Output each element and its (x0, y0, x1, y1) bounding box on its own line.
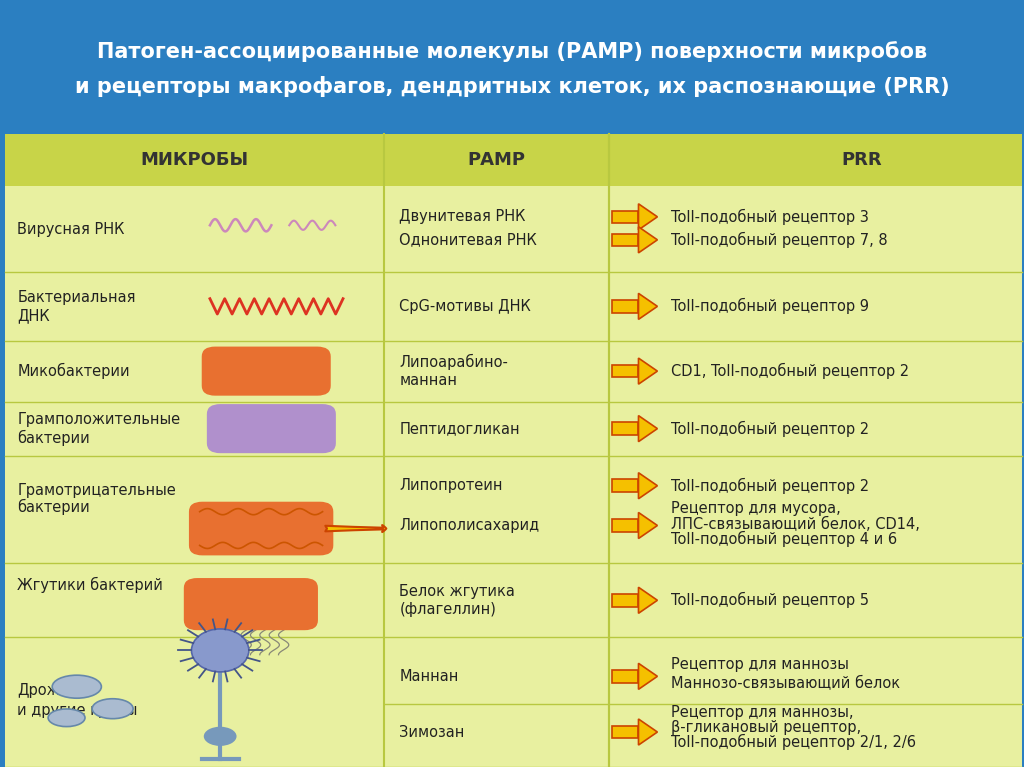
Text: β-гликановый рецептор,: β-гликановый рецептор, (671, 720, 861, 735)
Text: CpG-мотивы ДНК: CpG-мотивы ДНК (399, 299, 531, 314)
Text: (флагеллин): (флагеллин) (399, 602, 497, 617)
Text: Белок жгутика: Белок жгутика (399, 584, 515, 598)
Bar (5, 134, 1022, 767)
Text: PRR: PRR (842, 151, 882, 170)
Polygon shape (639, 472, 657, 499)
Text: Toll-подобный рецептор 4 и 6: Toll-подобный рецептор 4 и 6 (671, 532, 897, 548)
Text: Двунитевая РНК: Двунитевая РНК (399, 209, 525, 224)
Text: Toll-подобный рецептор 2: Toll-подобный рецептор 2 (671, 420, 868, 436)
Text: Дрожжи: Дрожжи (17, 683, 83, 698)
Text: и рецепторы макрофагов, дендритных клеток, их распознающие (PRR): и рецепторы макрофагов, дендритных клето… (75, 76, 949, 97)
Bar (612, 211, 639, 223)
Text: Липоарабино-: Липоарабино- (399, 354, 508, 370)
Text: бактерии: бактерии (17, 430, 90, 446)
Ellipse shape (52, 675, 101, 698)
Polygon shape (639, 512, 657, 538)
Text: Однонитевая РНК: Однонитевая РНК (399, 232, 538, 247)
Text: Вирусная РНК: Вирусная РНК (17, 222, 125, 236)
Text: Toll-подобный рецептор 3: Toll-подобный рецептор 3 (671, 209, 868, 225)
Polygon shape (639, 204, 657, 230)
Bar (612, 726, 639, 739)
Text: маннан: маннан (399, 373, 458, 388)
Text: Патоген-ассоциированные молекулы (РАМР) поверхности микробов: Патоген-ассоциированные молекулы (РАМР) … (97, 41, 927, 62)
Text: Toll-подобный рецептор 2/1, 2/6: Toll-подобный рецептор 2/1, 2/6 (671, 734, 915, 750)
Bar (612, 300, 639, 313)
Text: Toll-подобный рецептор 7, 8: Toll-подобный рецептор 7, 8 (671, 232, 888, 248)
FancyBboxPatch shape (188, 502, 334, 555)
FancyBboxPatch shape (207, 404, 336, 453)
Text: Toll-подобный рецептор 5: Toll-подобный рецептор 5 (671, 592, 868, 608)
Text: Рецептор для маннозы: Рецептор для маннозы (671, 657, 849, 672)
Text: и другие грибы: и другие грибы (17, 702, 138, 718)
Polygon shape (639, 588, 657, 614)
Text: Зимозан: Зимозан (399, 725, 465, 739)
Text: Липополисахарид: Липополисахарид (399, 518, 540, 533)
Text: Грамотрицательные: Грамотрицательные (17, 482, 176, 498)
Bar (612, 670, 639, 683)
Polygon shape (639, 227, 657, 253)
Text: Рецептор для мусора,: Рецептор для мусора, (671, 501, 841, 516)
FancyBboxPatch shape (184, 578, 317, 630)
Text: CD1, Toll-подобный рецептор 2: CD1, Toll-подобный рецептор 2 (671, 363, 909, 379)
Bar (612, 519, 639, 532)
Ellipse shape (48, 709, 85, 726)
Polygon shape (639, 663, 657, 690)
Text: Пептидогликан: Пептидогликан (399, 421, 520, 436)
Bar (612, 365, 639, 377)
Text: ДНК: ДНК (17, 308, 50, 323)
Text: Маннан: Маннан (399, 669, 459, 684)
Ellipse shape (92, 699, 133, 719)
Circle shape (191, 629, 249, 672)
Bar (612, 234, 639, 246)
Text: Грамположительные: Грамположительные (17, 412, 180, 427)
Text: МИКРОБЫ: МИКРОБЫ (140, 151, 249, 170)
Text: Toll-подобный рецептор 2: Toll-подобный рецептор 2 (671, 478, 868, 494)
Polygon shape (639, 719, 657, 745)
Text: бактерии: бактерии (17, 499, 90, 515)
Bar (612, 594, 639, 607)
Text: Toll-подобный рецептор 9: Toll-подобный рецептор 9 (671, 298, 868, 314)
Ellipse shape (204, 727, 237, 746)
FancyBboxPatch shape (202, 347, 331, 396)
Polygon shape (639, 416, 657, 442)
Bar (612, 423, 639, 435)
Text: Бактериальная: Бактериальная (17, 290, 136, 304)
Bar (612, 479, 639, 492)
Text: Рецептор для маннозы,: Рецептор для маннозы, (671, 706, 853, 720)
Text: Маннозо-связывающий белок: Маннозо-связывающий белок (671, 676, 900, 692)
Polygon shape (639, 293, 657, 319)
Text: Жгутики бактерий: Жгутики бактерий (17, 577, 163, 593)
Bar (5, 134, 384, 186)
Text: Липопротеин: Липопротеин (399, 479, 503, 493)
Text: Микобактерии: Микобактерии (17, 363, 130, 379)
Text: ЛПС-связывающий белок, CD14,: ЛПС-связывающий белок, CD14, (671, 516, 920, 532)
Bar (384, 134, 1022, 186)
Polygon shape (639, 358, 657, 384)
Text: РАМР: РАМР (468, 151, 525, 170)
